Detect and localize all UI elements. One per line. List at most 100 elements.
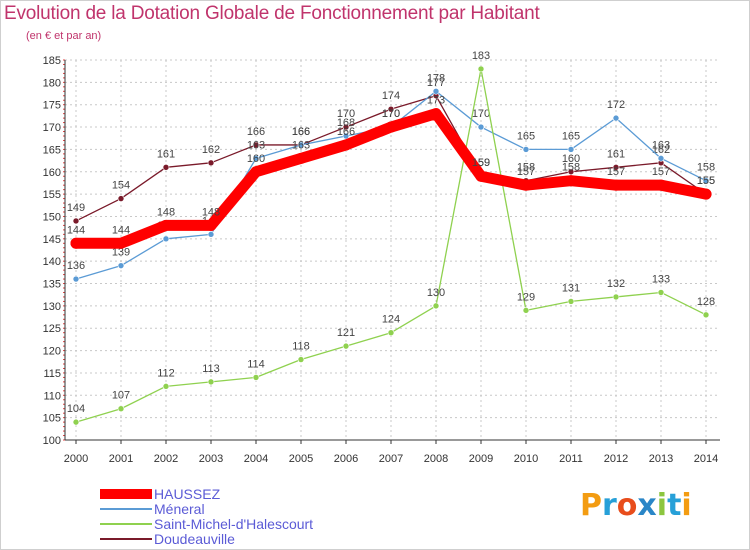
proxiti-logo: Proxiti: [580, 488, 692, 523]
data-point: [162, 383, 170, 390]
data-label: 163: [652, 139, 670, 151]
data-point: [117, 405, 125, 413]
data-point: [477, 65, 485, 73]
data-point: [297, 356, 305, 363]
legend-item: Doudeauville: [100, 532, 235, 546]
data-label: 114: [247, 358, 265, 370]
data-label: 144: [112, 224, 130, 236]
y-tick-label: 180: [43, 77, 61, 89]
data-point: [702, 177, 710, 185]
y-tick-label: 140: [43, 256, 61, 268]
logo-letter: o: [616, 488, 638, 523]
data-label: 130: [427, 287, 445, 299]
data-point: [430, 108, 442, 120]
y-tick-label: 160: [43, 167, 61, 179]
data-label: 162: [652, 144, 670, 156]
chart-title: Evolution de la Dotation Globale de Fonc…: [4, 3, 540, 24]
data-label: 131: [562, 282, 580, 294]
data-label: 173: [427, 95, 445, 107]
data-label: 121: [337, 327, 355, 339]
data-label: 161: [607, 148, 625, 160]
data-point: [522, 146, 530, 153]
legend-label: Saint-Michel-d'Halescourt: [154, 516, 314, 532]
data-label: 118: [292, 341, 310, 353]
data-point: [342, 132, 350, 140]
y-tick-label: 100: [43, 435, 61, 447]
data-point: [565, 175, 577, 187]
data-point: [567, 298, 575, 305]
data-point: [72, 418, 80, 426]
data-label: 177: [427, 77, 445, 89]
y-tick-label: 130: [43, 301, 61, 313]
y-tick-label: 165: [43, 144, 61, 156]
data-point: [567, 168, 575, 176]
data-label: 148: [157, 206, 175, 218]
data-label: 157: [652, 166, 670, 178]
logo-letter: t: [667, 488, 682, 523]
data-point: [252, 141, 260, 149]
data-label: 170: [382, 108, 400, 120]
data-label: 124: [382, 314, 400, 326]
legend-label: Doudeauville: [154, 531, 235, 547]
data-point: [655, 179, 667, 191]
data-point: [207, 231, 215, 238]
data-label: 107: [112, 390, 130, 402]
data-label: 157: [517, 166, 535, 178]
data-label: 158: [562, 162, 580, 174]
x-tick-label: 2005: [289, 453, 313, 465]
data-label: 112: [157, 367, 175, 379]
data-label: 161: [157, 148, 175, 160]
data-label: 183: [472, 50, 490, 62]
y-tick-label: 150: [43, 211, 61, 223]
data-point: [207, 159, 215, 167]
data-label: 168: [337, 117, 355, 129]
data-point: [252, 374, 260, 381]
y-tick-label: 105: [43, 413, 61, 425]
y-tick-label: 125: [43, 323, 61, 335]
data-point: [477, 123, 485, 131]
data-label: 163: [292, 139, 310, 151]
y-tick-label: 120: [43, 346, 61, 358]
data-label: 174: [382, 90, 400, 102]
legend-item: HAUSSEZ: [100, 487, 220, 501]
data-label: 166: [337, 126, 355, 138]
data-label: 139: [112, 247, 130, 259]
data-label: 149: [67, 202, 85, 214]
x-tick-label: 2012: [604, 453, 628, 465]
data-label: 144: [67, 224, 85, 236]
data-point: [612, 163, 620, 171]
data-point: [252, 155, 260, 162]
data-point: [657, 289, 665, 296]
legend-swatch: [100, 538, 152, 540]
data-label: 159: [472, 157, 490, 169]
x-tick-label: 2007: [379, 453, 403, 465]
legend-item: Méneral: [100, 502, 205, 516]
x-tick-label: 2010: [514, 453, 538, 465]
y-tick-label: 170: [43, 122, 61, 134]
data-point: [700, 188, 712, 200]
data-label: 166: [247, 126, 265, 138]
x-tick-label: 2011: [559, 453, 583, 465]
y-tick-label: 185: [43, 55, 61, 67]
data-label: 113: [202, 363, 220, 375]
data-label: 165: [517, 130, 535, 142]
data-label: 129: [517, 291, 535, 303]
x-tick-label: 2004: [244, 453, 268, 465]
data-point: [162, 235, 170, 243]
data-point: [387, 329, 395, 337]
data-label: 148: [202, 206, 220, 218]
y-tick-label: 155: [43, 189, 61, 201]
data-label: 104: [67, 403, 85, 415]
data-point: [432, 87, 440, 95]
data-point: [702, 311, 710, 319]
data-point: [612, 293, 620, 301]
data-point: [567, 146, 575, 153]
data-point: [520, 179, 532, 191]
data-label: 158: [517, 162, 535, 174]
data-label: 170: [472, 108, 490, 120]
x-tick-label: 2008: [424, 453, 448, 465]
data-point: [72, 275, 80, 283]
logo-letter: r: [602, 488, 617, 523]
data-label: 128: [697, 296, 715, 308]
